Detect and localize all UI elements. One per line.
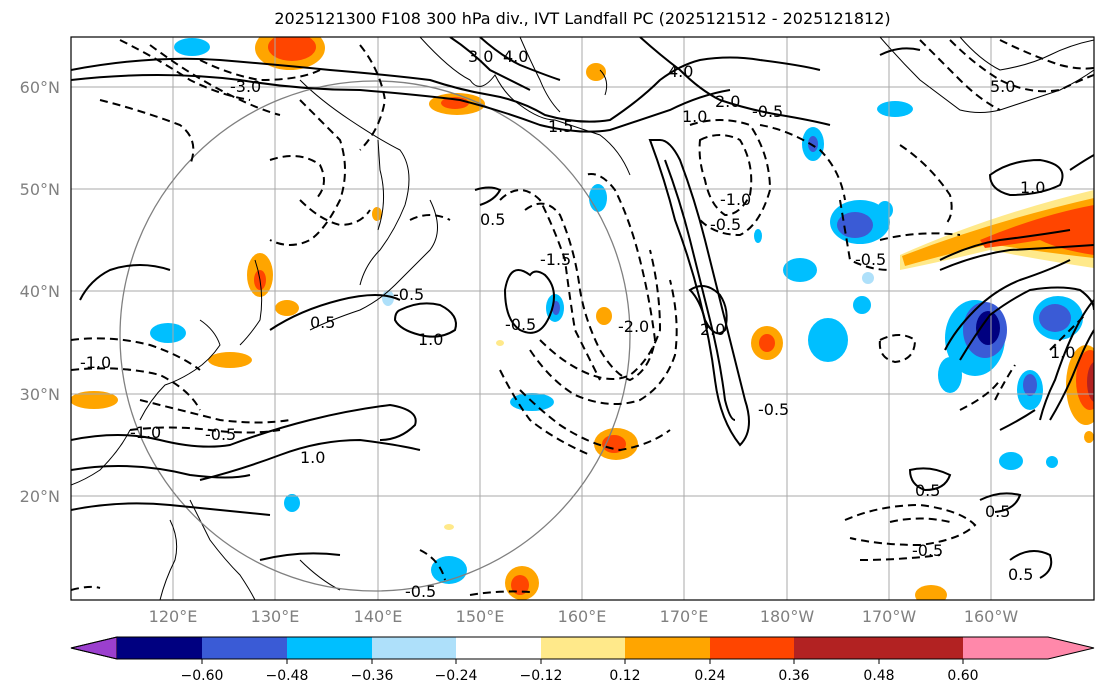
contour-label: -1.0 bbox=[720, 190, 751, 209]
colorbar-tick-label: −0.12 bbox=[520, 668, 563, 684]
lat-tick-label: 60°N bbox=[20, 78, 60, 97]
lat-tick-label: 50°N bbox=[20, 180, 60, 199]
contour-label: 1.0 bbox=[1020, 178, 1045, 197]
colorbar-outline bbox=[70, 636, 1095, 660]
lon-tick-label: 160°W bbox=[964, 607, 1019, 626]
lat-tick-label: 20°N bbox=[20, 487, 60, 506]
contour-label: 1.0 bbox=[1050, 343, 1075, 362]
colorbar-segment bbox=[710, 637, 794, 659]
map-title: 2025121300 F108 300 hPa div., IVT Landfa… bbox=[274, 9, 891, 28]
lon-tick-label: 160°E bbox=[558, 607, 607, 626]
contour-label: -0.5 bbox=[855, 250, 886, 269]
contour-label: 0.5 bbox=[480, 210, 505, 229]
lon-axis: 120°E 130°E 140°E 150°E 160°E 170°E 180°… bbox=[149, 607, 1019, 626]
colorbar-min-extend bbox=[70, 636, 118, 660]
contour-label: -1.0 bbox=[130, 423, 161, 442]
contour-label: 1.5 bbox=[548, 117, 573, 136]
lat-tick-label: 40°N bbox=[20, 282, 60, 301]
colorbar-tick-label: −0.36 bbox=[351, 668, 394, 684]
contour-labels: -3.0 3.0 4.0 4.0 2.0 1.5 1.0 -0.5 1.0 -1… bbox=[80, 47, 1075, 601]
colorbar-segment bbox=[372, 637, 456, 659]
contour-label: -0.5 bbox=[393, 285, 424, 304]
contour-label: -2.0 bbox=[618, 317, 649, 336]
colorbar-segment bbox=[625, 637, 710, 659]
lat-tick-label: 30°N bbox=[20, 385, 60, 404]
colorbar-segment bbox=[879, 637, 963, 659]
contour-label: 5.0 bbox=[990, 77, 1015, 96]
lon-tick-label: 180°W bbox=[760, 607, 815, 626]
lon-tick-label: 120°E bbox=[149, 607, 198, 626]
contour-label: 2.0 bbox=[700, 320, 725, 339]
contour-label: 4.0 bbox=[668, 62, 693, 81]
colorbar-ticks bbox=[201, 659, 964, 664]
contour-label: -0.5 bbox=[405, 582, 436, 601]
colorbar-tick-label: −0.60 bbox=[181, 668, 224, 684]
coastlines bbox=[71, 37, 1094, 600]
colorbar-segment bbox=[456, 637, 541, 659]
shaded-fields bbox=[71, 37, 1094, 600]
contour-label: 0.5 bbox=[310, 313, 335, 332]
lat-axis: 60°N 50°N 40°N 30°N 20°N bbox=[20, 78, 60, 506]
colorbar: −0.60 −0.48 −0.36 −0.24 −0.12 0.12 0.24 … bbox=[70, 636, 1095, 684]
colorbar-tick-label: 0.12 bbox=[609, 668, 640, 684]
colorbar-segment bbox=[117, 637, 202, 659]
colorbar-tick-label: −0.48 bbox=[266, 668, 309, 684]
colorbar-max-extend bbox=[963, 637, 1094, 659]
contour-label: -0.5 bbox=[758, 400, 789, 419]
contour-label: 1.0 bbox=[418, 330, 443, 349]
contour-label: 0.5 bbox=[915, 481, 940, 500]
colorbar-tick-label: 0.60 bbox=[947, 668, 978, 684]
contour-label: 0.5 bbox=[985, 502, 1010, 521]
colorbar-segment bbox=[794, 637, 879, 659]
contour-label: -0.5 bbox=[710, 215, 741, 234]
colorbar-tick-label: 0.48 bbox=[863, 668, 894, 684]
contour-label: 0.5 bbox=[1008, 565, 1033, 584]
lon-tick-label: 170°E bbox=[660, 607, 709, 626]
colorbar-tick-label: 0.24 bbox=[694, 668, 725, 684]
positive-contours bbox=[71, 37, 1094, 579]
contour-label: -1.0 bbox=[80, 353, 111, 372]
map-frame bbox=[70, 36, 1095, 601]
region-circle bbox=[119, 80, 631, 592]
negative-contours bbox=[71, 39, 1094, 596]
colorbar-tick-label: −0.24 bbox=[435, 668, 478, 684]
contour-label: 2.0 bbox=[715, 92, 740, 111]
contour-label: 4.0 bbox=[503, 47, 528, 66]
lon-tick-label: 170°W bbox=[862, 607, 917, 626]
contour-label: -3.0 bbox=[230, 77, 261, 96]
contour-label: 1.0 bbox=[682, 107, 707, 126]
lon-tick-label: 150°E bbox=[456, 607, 505, 626]
colorbar-segment bbox=[287, 637, 372, 659]
contour-label: -0.5 bbox=[912, 541, 943, 560]
colorbar-segment bbox=[202, 637, 287, 659]
contour-label: -0.5 bbox=[205, 425, 236, 444]
contour-label: 1.0 bbox=[300, 448, 325, 467]
contour-label: -0.5 bbox=[752, 102, 783, 121]
lon-tick-label: 130°E bbox=[251, 607, 300, 626]
colorbar-tick-label: 0.36 bbox=[778, 668, 809, 684]
contour-label: -1.5 bbox=[540, 250, 571, 269]
lon-tick-label: 140°E bbox=[354, 607, 403, 626]
colorbar-segment bbox=[541, 637, 625, 659]
contour-label: -0.5 bbox=[505, 315, 536, 334]
contour-label: 3.0 bbox=[468, 47, 493, 66]
